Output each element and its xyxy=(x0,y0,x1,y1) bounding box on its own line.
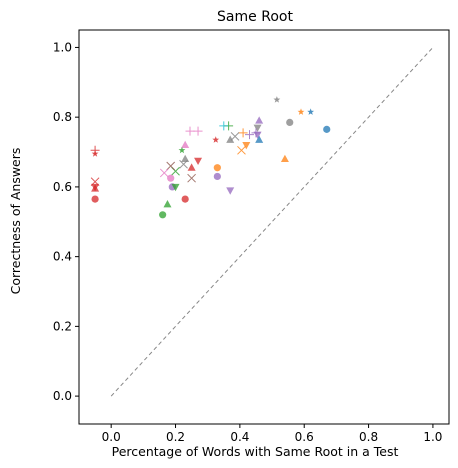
data-point-circle xyxy=(181,195,189,203)
data-point-triangle-up xyxy=(255,116,264,124)
data-point-x xyxy=(159,168,169,178)
data-point-triangle-up xyxy=(181,154,190,163)
y-tick-label: 0.4 xyxy=(53,250,72,264)
data-point-triangle-up xyxy=(280,154,289,163)
data-point-circle xyxy=(323,125,331,133)
data-point-circle xyxy=(167,174,175,182)
y-tick-label: 1.0 xyxy=(53,40,72,54)
data-point-circle xyxy=(213,164,221,172)
data-point-star xyxy=(307,108,315,115)
data-point-x xyxy=(187,173,196,183)
x-tick-label: 0.6 xyxy=(295,430,314,444)
x-tick-label: 0.2 xyxy=(166,430,185,444)
data-point-x xyxy=(237,145,246,155)
data-point-plus xyxy=(238,128,248,138)
y-axis-ticks: 0.0 0.2 0.4 0.6 0.8 1.0 xyxy=(53,40,79,403)
x-axis-label: Percentage of Words with Same Root in a … xyxy=(112,444,399,459)
y-axis-label: Correctness of Answers xyxy=(8,148,23,295)
data-point-star xyxy=(273,96,281,103)
data-point-plus xyxy=(245,130,255,140)
chart-title: Same Root xyxy=(217,9,293,25)
data-point-triangle-up xyxy=(226,135,235,143)
data-point-circle xyxy=(159,211,167,219)
data-point-plus xyxy=(185,126,195,136)
data-point-circle xyxy=(213,172,221,181)
data-point-x xyxy=(179,159,188,169)
y-tick-label: 0.8 xyxy=(53,110,72,124)
data-points xyxy=(90,96,331,219)
data-point-plus xyxy=(219,121,229,131)
data-point-triangle-down xyxy=(253,124,262,132)
x-axis-ticks: 0.0 0.2 0.4 0.6 0.8 1.0 xyxy=(102,424,442,444)
data-point-x xyxy=(166,161,176,171)
data-point-star xyxy=(212,136,220,143)
data-point-triangle-down xyxy=(242,142,251,150)
reference-diagonal-line xyxy=(110,47,434,397)
data-point-star xyxy=(91,150,99,157)
data-point-x xyxy=(230,131,240,141)
data-point-circle xyxy=(286,118,294,126)
data-point-star xyxy=(178,146,186,154)
data-point-triangle-down xyxy=(194,157,203,166)
data-point-triangle-down xyxy=(171,183,180,192)
y-tick-label: 0.6 xyxy=(53,180,72,194)
y-tick-label: 0.2 xyxy=(53,319,72,333)
plot-area xyxy=(78,29,450,425)
plot-frame xyxy=(78,29,450,425)
data-point-plus xyxy=(193,126,203,136)
x-tick-label: 0.8 xyxy=(359,430,378,444)
y-tick-label: 0.0 xyxy=(53,389,72,403)
data-point-triangle-up xyxy=(181,140,190,149)
data-point-triangle-up xyxy=(163,200,172,208)
data-point-star xyxy=(297,108,305,115)
data-point-triangle-up xyxy=(187,163,196,171)
data-point-circle xyxy=(91,195,99,203)
x-tick-label: 0.4 xyxy=(230,430,249,444)
x-tick-label: 1.0 xyxy=(423,430,442,444)
data-point-triangle-down xyxy=(226,187,235,195)
data-point-triangle-up xyxy=(255,135,264,143)
data-point-triangle-up xyxy=(91,184,100,192)
data-point-plus xyxy=(251,128,261,138)
x-tick-label: 0.0 xyxy=(102,430,121,444)
